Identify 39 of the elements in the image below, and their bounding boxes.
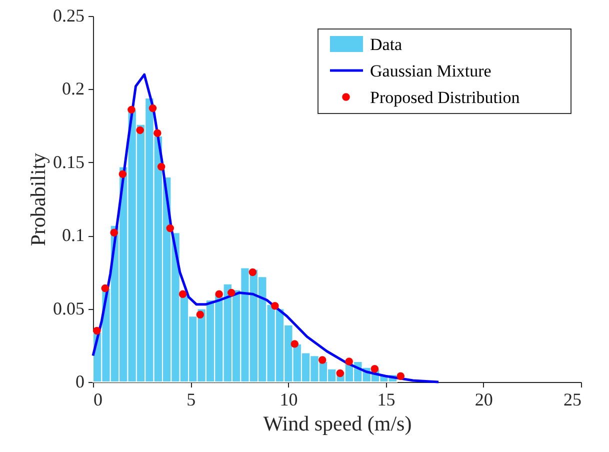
y-tick-label: 0.05	[53, 298, 84, 318]
point	[228, 288, 236, 297]
x-tick-label: 25	[564, 390, 582, 410]
x-tick-label: 10	[280, 390, 298, 410]
point	[148, 104, 157, 112]
x-tick-label: 5	[186, 390, 196, 410]
point	[196, 310, 204, 319]
point	[110, 228, 118, 237]
x-axis-title: Wind speed (m/s)	[263, 412, 412, 436]
x-tick-label: 0	[94, 390, 102, 410]
y-tick-label: 0.25	[53, 6, 84, 26]
y-tick-label: 0	[76, 372, 84, 392]
point	[370, 364, 379, 373]
legend-label: Proposed Distribution	[370, 88, 520, 107]
y-tick-label: 0.15	[53, 152, 84, 172]
point	[118, 170, 127, 178]
y-tick-label: 0.2	[62, 78, 84, 99]
point	[271, 302, 279, 310]
y-tick-label: 0.1	[62, 225, 84, 246]
point	[215, 290, 223, 298]
x-tick-label: 20	[474, 390, 493, 410]
point	[336, 369, 344, 378]
x-tick-label: 15	[377, 390, 396, 410]
point	[178, 290, 187, 298]
point	[128, 106, 136, 114]
point	[157, 162, 166, 171]
point	[248, 268, 257, 276]
point	[93, 326, 101, 335]
y-axis-title: Probability	[26, 152, 50, 246]
point	[290, 340, 299, 348]
legend-label: Data	[370, 35, 403, 54]
point	[101, 284, 109, 292]
point	[136, 126, 144, 134]
point	[396, 372, 405, 380]
point	[345, 358, 353, 366]
point	[166, 224, 174, 232]
point	[154, 129, 162, 137]
point	[318, 356, 326, 364]
legend-label: Gaussian Mixture	[370, 62, 492, 80]
